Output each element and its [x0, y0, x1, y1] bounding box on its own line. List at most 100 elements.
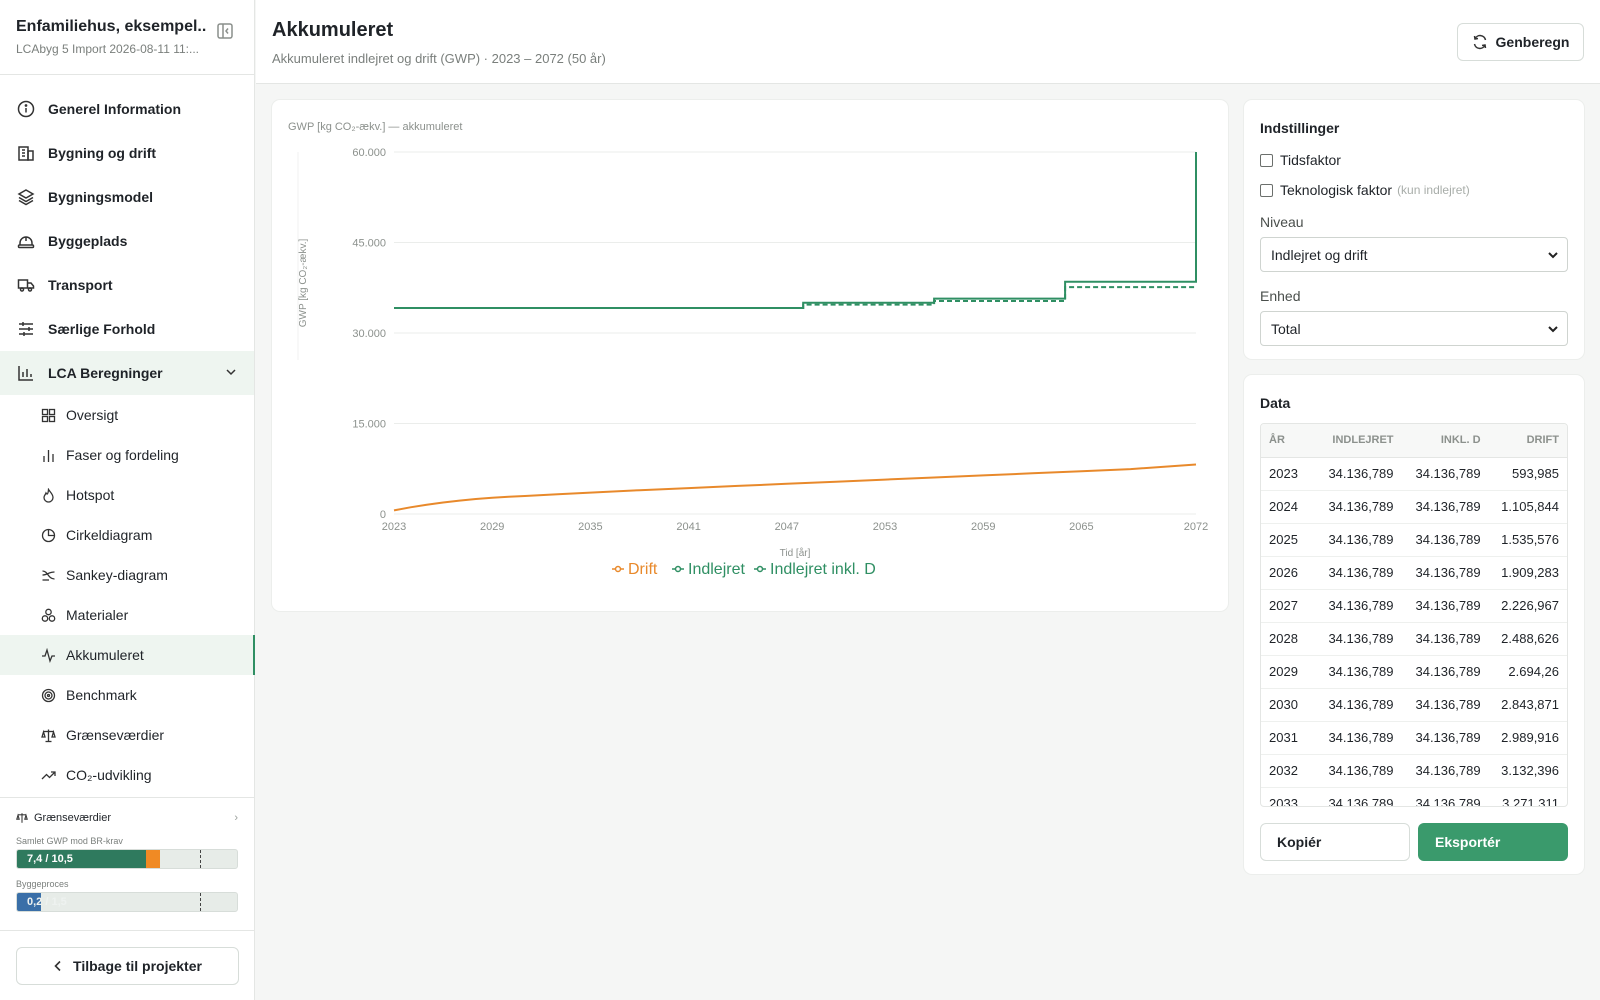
- sub-item-materialer[interactable]: Materialer: [0, 595, 254, 635]
- table-cell: 34.136,789: [1401, 721, 1489, 755]
- niveau-select[interactable]: Indlejret og drift: [1260, 237, 1568, 272]
- export-button[interactable]: Eksportér: [1418, 823, 1568, 861]
- refresh-icon: [1473, 34, 1486, 50]
- nav-item-bygningsmodel[interactable]: Bygningsmodel: [0, 175, 254, 219]
- sub-item-faser-og-fordeling[interactable]: Faser og fordeling: [0, 435, 254, 475]
- x-tick-label: 2053: [873, 521, 897, 533]
- page-header: Akkumuleret Akkumuleret indlejret og dri…: [256, 0, 1600, 84]
- data-table-scroll[interactable]: ÅR INDLEJRET INKL. D DRIFT 2023 34.136,78…: [1260, 423, 1568, 807]
- table-cell: 34.136,789: [1401, 523, 1489, 557]
- sub-item-label: Sankey-diagram: [66, 567, 168, 583]
- table-cell: 34.136,789: [1314, 655, 1402, 689]
- y-tick-label: 15.000: [352, 419, 386, 431]
- hardhat-icon: [16, 231, 36, 251]
- table-cell: 3.271,311: [1488, 787, 1567, 806]
- sub-item-graensevaerdier[interactable]: Grænseværdier: [0, 715, 254, 755]
- column-header-indlejret[interactable]: INDLEJRET: [1314, 424, 1402, 458]
- sankey-icon: [40, 567, 56, 583]
- tidsfaktor-checkbox[interactable]: [1260, 153, 1273, 167]
- column-header-year[interactable]: ÅR: [1261, 424, 1315, 458]
- nav-item-transport[interactable]: Transport: [0, 263, 254, 307]
- table-row: 2024 34.136,789 34.136,789 1.105,844: [1261, 490, 1567, 524]
- sliders-icon: [16, 319, 36, 339]
- nav-item-generel-information[interactable]: Generel Information: [0, 87, 254, 131]
- table-cell: 34.136,789: [1314, 721, 1402, 755]
- table-row: 2032 34.136,789 34.136,789 3.132,396: [1261, 754, 1567, 788]
- sub-item-co2-udvikling[interactable]: CO₂-udvikling: [0, 755, 254, 795]
- bar-chart-icon: [16, 363, 36, 383]
- table-cell: 34.136,789: [1401, 787, 1489, 806]
- data-card: Data ÅR INDLEJRET INKL. D DRIFT 2023 34.1…: [1244, 375, 1584, 874]
- table-cell: 34.136,789: [1314, 589, 1402, 623]
- nav-item-label: Bygning og drift: [48, 145, 157, 161]
- limit-label-gwp: Samlet GWP mod BR-krav: [16, 836, 123, 846]
- table-header-row: ÅR INDLEJRET INKL. D DRIFT: [1261, 424, 1567, 458]
- sub-item-hotspot[interactable]: Hotspot: [0, 475, 254, 515]
- divider: [0, 930, 254, 931]
- layers-icon: [16, 187, 36, 207]
- settings-title: Indstillinger: [1260, 120, 1340, 136]
- column-header-drift[interactable]: DRIFT: [1488, 424, 1567, 458]
- sub-item-label: Faser og fordeling: [66, 447, 179, 463]
- chevron-right-icon: ›: [234, 812, 238, 824]
- back-to-projects-button[interactable]: Tilbage til projekter: [16, 947, 239, 985]
- sub-item-cirkeldiagram[interactable]: Cirkeldiagram: [0, 515, 254, 555]
- settings-card: Indstillinger Tidsfaktor Teknologisk fak…: [1244, 100, 1584, 359]
- y-tick-label: 45.000: [352, 238, 386, 250]
- target-icon: [40, 687, 56, 703]
- sub-item-label: Grænseværdier: [66, 727, 165, 743]
- chevron-left-icon: [54, 960, 61, 972]
- table-cell: 34.136,789: [1401, 655, 1489, 689]
- project-header: Enfamiliehus, eksempel... LCAbyg 5 Impor…: [0, 0, 254, 75]
- x-tick-label: 2065: [1069, 521, 1093, 533]
- limit-bar-text: 0,2 / 1,5: [27, 896, 67, 908]
- x-axis-label: Tid [år]: [780, 547, 811, 559]
- copy-button[interactable]: Kopiér: [1260, 823, 1410, 861]
- nav-item-byggeplads[interactable]: Byggeplads: [0, 219, 254, 263]
- table-cell: 34.136,789: [1314, 754, 1402, 788]
- column-header-inkl-d[interactable]: INKL. D: [1401, 424, 1489, 458]
- y-tick-label: 60.000: [352, 147, 386, 159]
- sub-item-sankey-diagram[interactable]: Sankey-diagram: [0, 555, 254, 595]
- enhed-value: Total: [1271, 320, 1301, 337]
- data-actions: Kopiér Eksportér: [1260, 823, 1568, 861]
- tidsfaktor-label: Tidsfaktor: [1280, 152, 1341, 168]
- limit-marker: [200, 850, 202, 868]
- table-cell: 34.136,789: [1314, 556, 1402, 590]
- table-cell: 2.843,871: [1488, 688, 1567, 722]
- limits-header[interactable]: Grænseværdier ›: [16, 810, 238, 826]
- limit-bar-text: 7,4 / 10,5: [27, 853, 73, 865]
- y-axis-label: GWP [kg CO₂-ækv.]: [298, 239, 309, 328]
- sub-item-oversigt[interactable]: Oversigt: [0, 395, 254, 435]
- recalculate-button[interactable]: Genberegn: [1457, 23, 1584, 61]
- nav-item-bygning-og-drift[interactable]: Bygning og drift: [0, 131, 254, 175]
- sidebar-collapse-icon[interactable]: [216, 22, 234, 40]
- sub-item-benchmark[interactable]: Benchmark: [0, 675, 254, 715]
- y-tick-label: 0: [380, 509, 386, 521]
- trend-icon: [40, 767, 56, 783]
- table-cell: 2030: [1261, 688, 1315, 722]
- enhed-select[interactable]: Total: [1260, 311, 1568, 346]
- teknologisk-label: Teknologisk faktor: [1280, 182, 1393, 198]
- limits-panel: Grænseværdier › Samlet GWP mod BR-krav 7…: [0, 797, 254, 912]
- x-tick-label: 2047: [775, 521, 799, 533]
- nav-item-label: Byggeplads: [48, 233, 128, 249]
- sub-item-label: Materialer: [66, 607, 129, 623]
- table-row: 2027 34.136,789 34.136,789 2.226,967: [1261, 589, 1567, 623]
- nav-group-lca-beregninger[interactable]: LCA Beregninger: [0, 351, 254, 395]
- legend-marker-dot: [674, 565, 682, 573]
- nav-item-label: Bygningsmodel: [48, 189, 154, 205]
- nav-item-saerlige-forhold[interactable]: Særlige Forhold: [0, 307, 254, 351]
- limit-bar-overflow: [146, 850, 161, 868]
- sub-item-akkumuleret[interactable]: Akkumuleret: [0, 635, 255, 675]
- chart-card: GWP [kg CO₂-ækv.] — akkumuleret GWP [kg C…: [272, 100, 1228, 611]
- x-tick-label: 2041: [676, 521, 700, 533]
- teknologisk-option[interactable]: Teknologisk faktor (kun indlejret): [1260, 182, 1568, 198]
- chevron-down-icon: [1548, 326, 1558, 333]
- table-cell: 2033: [1261, 787, 1315, 806]
- table-cell: 2031: [1261, 721, 1315, 755]
- tidsfaktor-option[interactable]: Tidsfaktor: [1260, 152, 1568, 168]
- building-icon: [16, 143, 36, 163]
- teknologisk-checkbox[interactable]: [1260, 183, 1273, 197]
- truck-icon: [16, 275, 36, 295]
